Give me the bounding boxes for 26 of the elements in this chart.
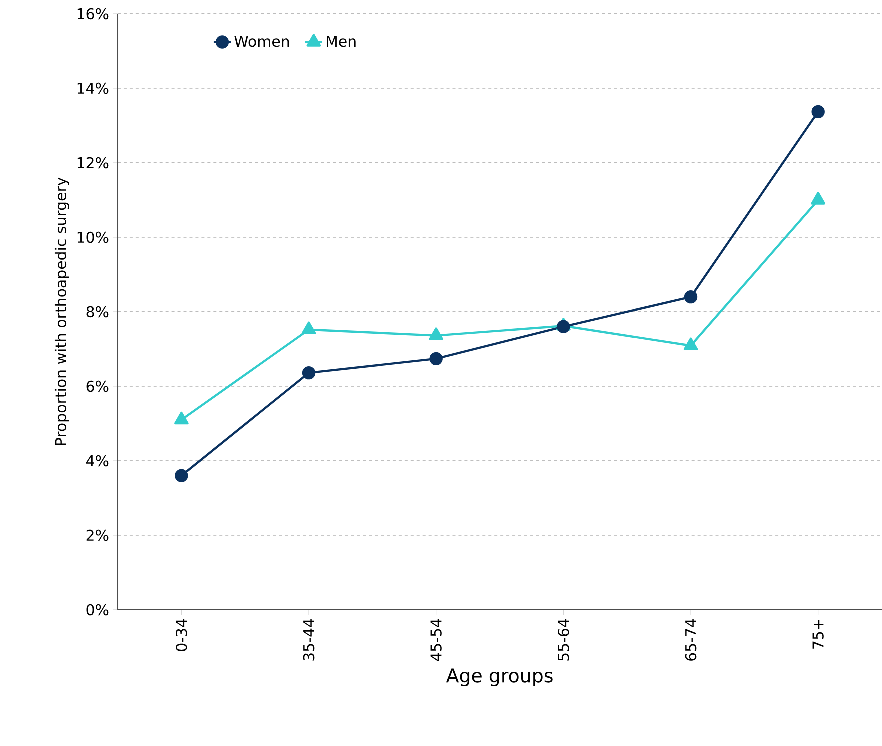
x-axis-title: Age groups xyxy=(446,668,553,687)
y-tick-label: 6% xyxy=(86,380,109,392)
y-tick-label: 12% xyxy=(78,157,109,169)
x-tick-label: 65-74 xyxy=(685,619,697,661)
x-tick-label: 45-54 xyxy=(430,619,442,662)
point xyxy=(812,105,825,119)
y-tick-label: 4% xyxy=(86,455,109,467)
point xyxy=(557,320,570,334)
legend-label: Men xyxy=(327,36,356,48)
x-tick-label: 55-64 xyxy=(558,619,570,661)
legend-label: Women xyxy=(234,36,290,48)
y-tick-label: 8% xyxy=(86,306,109,318)
point xyxy=(175,469,188,482)
point xyxy=(302,366,316,380)
y-tick-label: 0% xyxy=(86,604,109,616)
point xyxy=(684,290,698,304)
y-tick-label: 10% xyxy=(78,232,109,244)
point xyxy=(430,352,443,366)
point xyxy=(174,412,189,425)
y-tick-label: 2% xyxy=(86,530,109,542)
y-tick-label: 14% xyxy=(78,82,109,94)
x-tick-label: 35-44 xyxy=(303,619,315,661)
y-tick-label: 16% xyxy=(78,8,109,20)
y-axis-title: Proportion with orthoapedic surgery xyxy=(54,178,70,446)
x-tick-label: 75+ xyxy=(812,620,824,649)
x-tick-label: 0-34 xyxy=(176,619,188,652)
